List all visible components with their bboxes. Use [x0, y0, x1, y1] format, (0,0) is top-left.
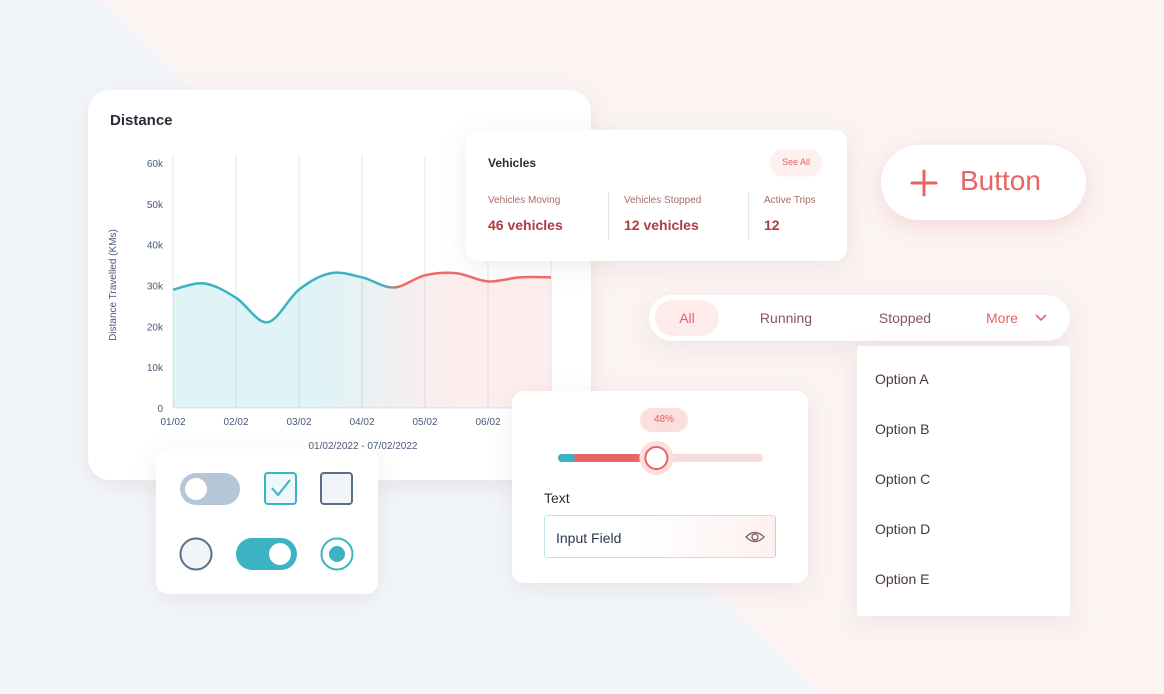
primary-button[interactable]: Button [881, 145, 1086, 220]
stat-label: Vehicles Stopped [624, 195, 702, 206]
controls-card [156, 449, 378, 594]
y-tick-label: 10k [147, 363, 164, 374]
x-tick-label: 05/02 [412, 417, 437, 428]
chevron [1035, 314, 1047, 322]
y-tick-label: 0 [157, 404, 163, 415]
stat-label: Vehicles Moving [488, 195, 561, 206]
dropdown-option[interactable]: Option A [875, 371, 929, 387]
card-title: Vehicles [488, 156, 537, 170]
card-title: Distance [110, 112, 173, 129]
x-tick-label: 01/02 [160, 417, 185, 428]
tab-active-bg [655, 300, 719, 336]
slider-thumb[interactable] [644, 446, 669, 470]
dropdown-menu: Option A Option B Option C Option D Opti… [857, 346, 1070, 616]
plus-icon [910, 169, 938, 197]
line-chart: Distance Travelled (KMs) 01/02/2022 - 07… [108, 155, 552, 452]
field-label: Text [544, 490, 570, 506]
x-tick-label: 02/02 [223, 417, 248, 428]
y-tick-label: 50k [147, 200, 164, 211]
y-tick-label: 40k [147, 241, 164, 252]
toggle-off[interactable] [180, 473, 240, 505]
tab[interactable]: Running [759, 310, 813, 326]
input-placeholder: Input Field [556, 530, 622, 546]
stat-value: 12 [764, 217, 780, 233]
controls [179, 472, 354, 571]
stat-label: Active Trips [764, 195, 816, 206]
tab[interactable]: Stopped [878, 310, 932, 326]
y-tick-label: 60k [147, 159, 164, 170]
see-all-button[interactable]: See All [771, 150, 821, 174]
slider[interactable] [512, 439, 808, 479]
slider-value-badge: 48% [640, 408, 688, 432]
x-tick-label: 04/02 [349, 417, 374, 428]
button-label: Button [960, 165, 1041, 196]
x-axis-label: 01/02/2022 - 07/02/2022 [309, 441, 418, 452]
divider [608, 192, 609, 240]
checkbox-checked[interactable] [264, 472, 297, 505]
dropdown-option[interactable]: Option B [875, 421, 930, 437]
divider [748, 192, 749, 240]
eye-icon[interactable] [744, 529, 766, 545]
dropdown-option[interactable]: Option D [875, 521, 931, 537]
y-tick-label: 30k [147, 282, 164, 293]
line [172, 271, 552, 324]
input-field[interactable]: Input Field [544, 515, 776, 558]
tab-bar: All Running Stopped More [649, 295, 1070, 341]
x-tick-label: 03/02 [286, 417, 311, 428]
radio-unchecked[interactable] [179, 537, 213, 571]
stat-value: 46 vehicles [488, 217, 563, 233]
dropdown-option[interactable]: Option E [875, 571, 930, 587]
vehicles-card: Vehicles See All Vehicles Moving 46 vehi… [466, 130, 847, 261]
toggle-on[interactable] [236, 538, 297, 570]
slider-card: 48% Text Input Field [512, 391, 808, 583]
area-fill [173, 272, 551, 408]
y-tick-label: 20k [147, 322, 164, 333]
tab[interactable]: More [986, 310, 1018, 326]
dropdown-option[interactable]: Option C [875, 471, 931, 487]
stat-value: 12 vehicles [624, 217, 699, 233]
x-tick-label: 06/02 [475, 417, 500, 428]
slider-fill-start [558, 454, 575, 462]
y-axis-label: Distance Travelled (KMs) [108, 229, 119, 341]
radio-checked[interactable] [320, 537, 354, 571]
tab[interactable]: All [679, 310, 695, 326]
slider-fill [558, 454, 657, 462]
checkbox-unchecked[interactable] [320, 472, 353, 505]
